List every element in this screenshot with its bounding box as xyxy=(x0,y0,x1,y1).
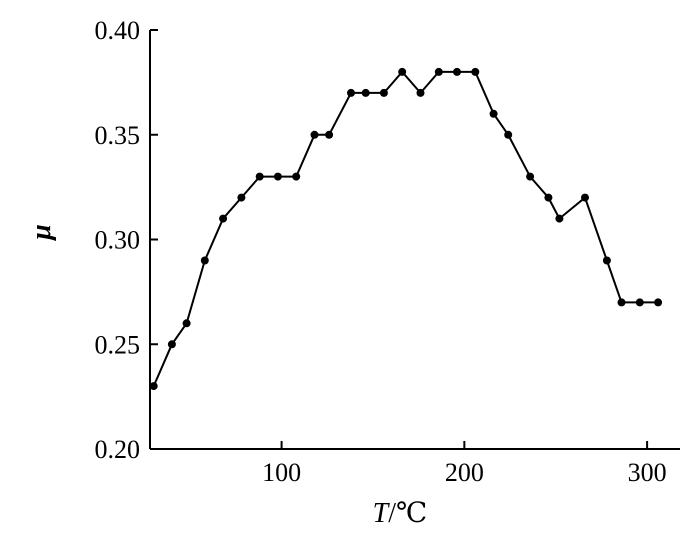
data-point xyxy=(379,88,388,97)
data-points xyxy=(149,67,663,391)
y-tick-label: 0.35 xyxy=(95,121,141,150)
x-tick-label: 200 xyxy=(445,458,484,487)
y-tick-label: 0.25 xyxy=(95,330,141,359)
data-point xyxy=(504,130,513,139)
y-tick-label: 0.20 xyxy=(95,435,141,464)
data-point xyxy=(617,298,626,307)
y-axis-title: μ xyxy=(26,224,57,242)
data-point xyxy=(544,193,553,202)
data-point xyxy=(310,130,319,139)
x-tick-label: 100 xyxy=(262,458,301,487)
x-axis-ticks: 100 200 300 xyxy=(262,441,667,487)
data-point xyxy=(398,67,407,76)
data-point xyxy=(255,172,264,181)
data-point xyxy=(602,256,611,265)
data-point xyxy=(219,214,228,223)
y-tick-label: 0.30 xyxy=(95,226,141,255)
data-point xyxy=(471,67,480,76)
data-point xyxy=(489,109,498,118)
data-point xyxy=(654,298,663,307)
data-point xyxy=(273,172,282,181)
plot-area: 0.20 0.25 0.30 0.35 0.40 100 200 300 xyxy=(95,16,680,487)
data-point xyxy=(526,172,535,181)
y-tick-label: 0.40 xyxy=(95,16,141,45)
data-point xyxy=(555,214,564,223)
data-point xyxy=(237,193,246,202)
x-axis-title-unit: /℃ xyxy=(388,498,427,529)
data-point xyxy=(167,340,176,349)
data-point xyxy=(347,88,355,97)
series-line xyxy=(152,70,659,387)
x-axis-title: T/℃ xyxy=(373,498,428,529)
data-point xyxy=(581,193,589,202)
x-axis-title-variable: T xyxy=(373,498,391,529)
data-point xyxy=(416,88,425,97)
data-point xyxy=(434,67,443,76)
data-point xyxy=(200,256,209,265)
data-point xyxy=(325,130,334,139)
data-point xyxy=(635,298,644,307)
data-point xyxy=(453,67,461,76)
x-tick-label: 300 xyxy=(628,458,667,487)
y-axis-ticks: 0.20 0.25 0.30 0.35 0.40 xyxy=(95,16,158,464)
data-point xyxy=(182,319,191,328)
data-point xyxy=(292,172,301,181)
data-point xyxy=(149,382,158,391)
data-point xyxy=(361,88,370,97)
